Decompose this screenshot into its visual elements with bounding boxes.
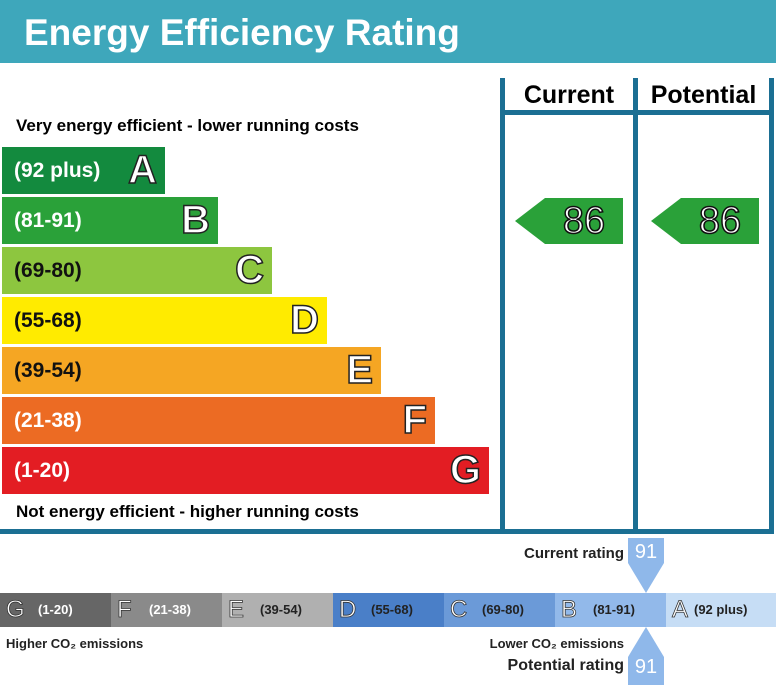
band-letter: G bbox=[449, 447, 482, 493]
potential-rating-label: Potential rating bbox=[507, 657, 624, 674]
current-rating-label: Current rating bbox=[523, 545, 624, 562]
co2-segment-D: D (55-68) bbox=[333, 593, 444, 627]
band-range: (69-80) bbox=[14, 259, 82, 282]
band-E: (39-54) E bbox=[2, 347, 381, 394]
segment-letter: E bbox=[228, 596, 245, 624]
current-rating-pointer bbox=[628, 538, 664, 593]
segment-letter: B bbox=[561, 596, 578, 624]
band-range: (81-91) bbox=[14, 209, 82, 232]
divider bbox=[500, 78, 505, 533]
divider bbox=[769, 78, 774, 533]
segment-range: (81-91) bbox=[593, 602, 635, 617]
co2-segment-B: B (81-91) bbox=[555, 593, 666, 627]
co2-segment-G: G (1-20) bbox=[0, 593, 111, 627]
co2-segment-C: C (69-80) bbox=[444, 593, 555, 627]
divider bbox=[633, 78, 638, 533]
band-G: (1-20) G bbox=[2, 447, 489, 494]
potential-arrow: 86 bbox=[651, 198, 759, 244]
page-title: Energy Efficiency Rating bbox=[0, 0, 776, 63]
current-arrow: 86 bbox=[515, 198, 623, 244]
top-note: Very energy efficient - lower running co… bbox=[16, 116, 359, 135]
co2-segment-A: A (92 plus) bbox=[666, 593, 776, 627]
segment-letter: G bbox=[6, 596, 25, 624]
segment-range: (1-20) bbox=[38, 602, 73, 617]
band-range: (55-68) bbox=[14, 309, 82, 332]
lower-co2-label: Lower CO₂ emissions bbox=[489, 636, 624, 651]
divider bbox=[0, 529, 774, 534]
band-range: (1-20) bbox=[14, 459, 71, 482]
segment-range: (39-54) bbox=[260, 602, 302, 617]
band-letter: A bbox=[127, 147, 157, 193]
segment-letter: D bbox=[339, 596, 357, 624]
divider bbox=[500, 110, 774, 115]
band-C: (69-80) C bbox=[2, 247, 272, 294]
higher-co2-label: Higher CO₂ emissions bbox=[6, 636, 144, 651]
band-F: (21-38) F bbox=[2, 397, 435, 444]
band-letter: F bbox=[402, 397, 428, 443]
band-range: (92 plus) bbox=[14, 159, 101, 182]
band-letter: E bbox=[346, 347, 374, 393]
current-value: 86 bbox=[562, 199, 606, 243]
co2-segment-E: E (39-54) bbox=[222, 593, 333, 627]
bottom-note: Not energy efficient - higher running co… bbox=[16, 502, 359, 521]
band-letter: D bbox=[289, 297, 319, 343]
segment-range: (69-80) bbox=[482, 602, 524, 617]
potential-rating-pointer bbox=[628, 627, 664, 685]
potential-rating-value: 91 bbox=[634, 656, 658, 678]
co2-segment-F: F (21-38) bbox=[111, 593, 222, 627]
segment-range: (92 plus) bbox=[694, 602, 748, 617]
current-rating-value: 91 bbox=[634, 541, 658, 563]
band-range: (39-54) bbox=[14, 359, 82, 382]
band-B: (81-91) B bbox=[2, 197, 218, 244]
segment-letter: A bbox=[672, 596, 689, 624]
band-A: (92 plus) A bbox=[2, 147, 165, 194]
segment-letter: C bbox=[450, 596, 468, 624]
band-range: (21-38) bbox=[14, 409, 82, 432]
segment-range: (21-38) bbox=[149, 602, 191, 617]
segment-range: (55-68) bbox=[371, 602, 413, 617]
current-header: Current bbox=[523, 81, 615, 109]
potential-header: Potential bbox=[650, 81, 757, 109]
band-letter: C bbox=[234, 247, 264, 293]
band-D: (55-68) D bbox=[2, 297, 327, 344]
segment-letter: F bbox=[117, 596, 132, 624]
band-letter: B bbox=[180, 197, 210, 243]
potential-value: 86 bbox=[698, 199, 742, 243]
